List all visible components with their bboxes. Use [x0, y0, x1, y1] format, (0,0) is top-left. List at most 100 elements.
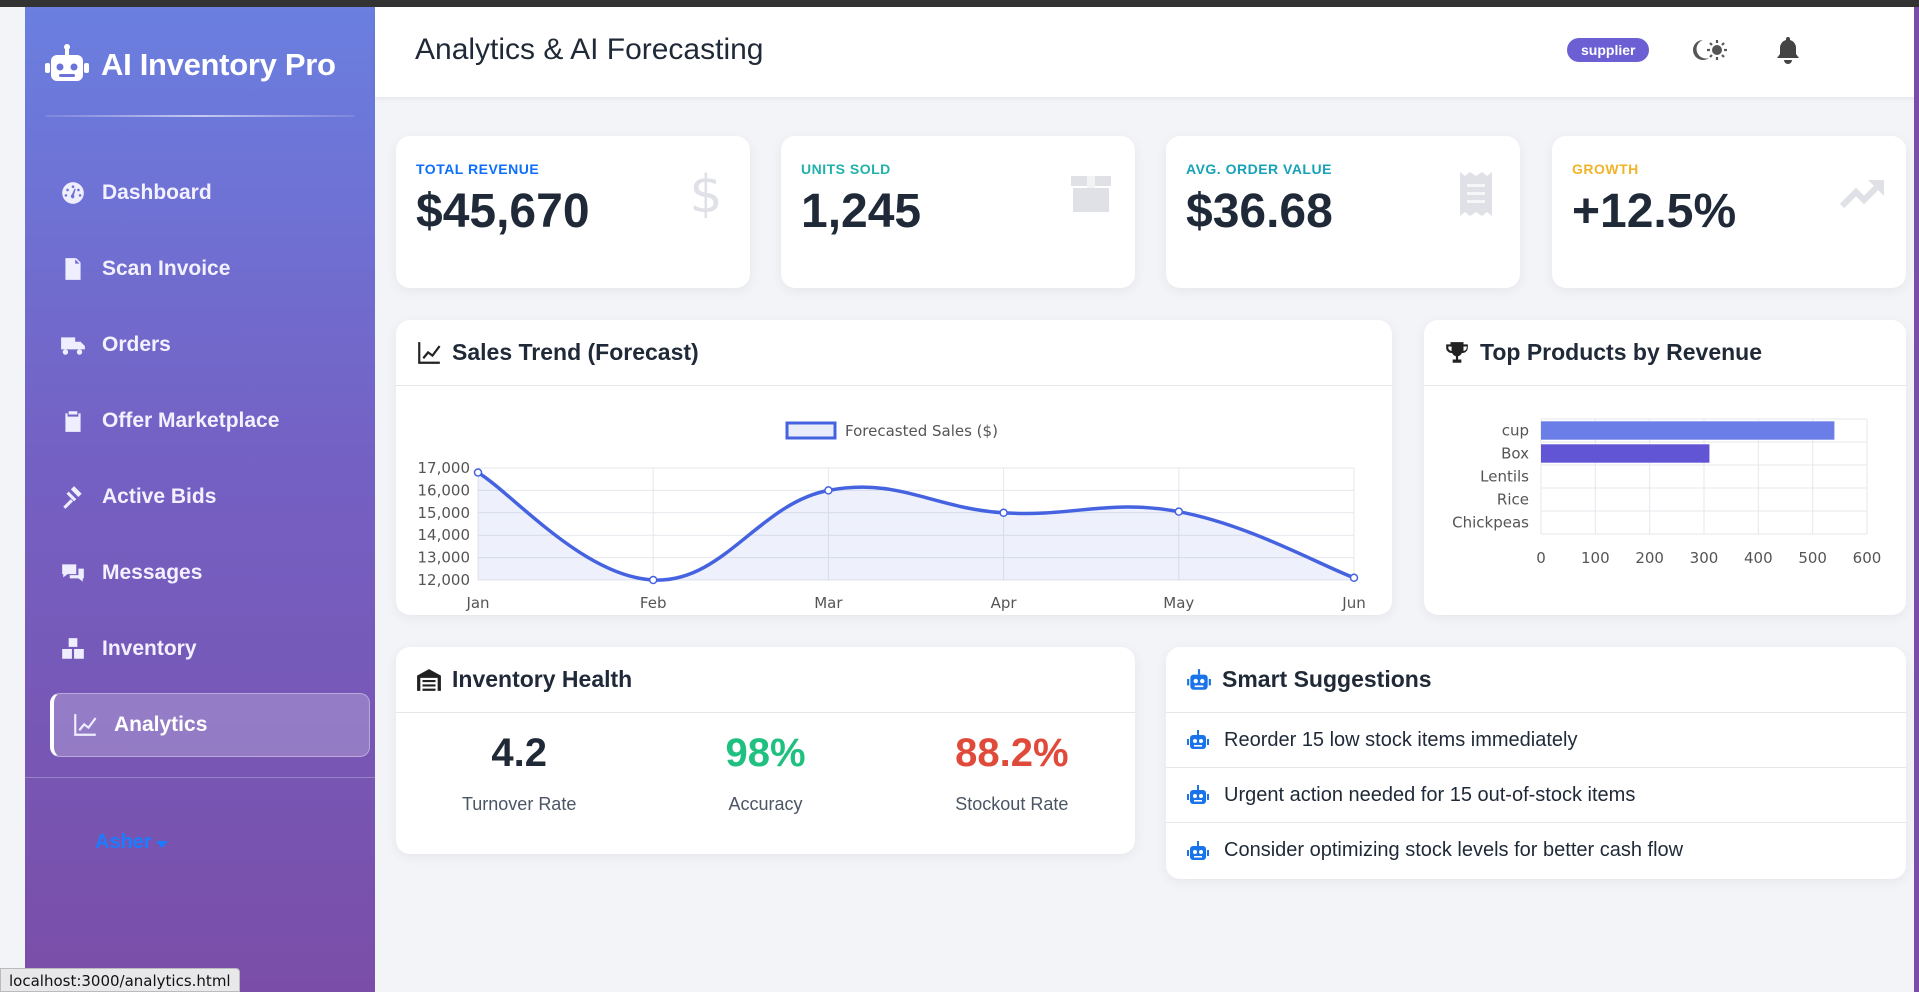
sidebar-item-label: Messages [102, 561, 203, 584]
sidebar-item-active-bids[interactable]: Active Bids [50, 465, 370, 529]
kpi-value: 1,245 [801, 185, 922, 238]
x-tick-label: 500 [1798, 549, 1827, 567]
boxes-icon [62, 638, 84, 659]
sidebar-item-dashboard[interactable]: Dashboard [50, 161, 370, 225]
robot-icon [45, 44, 89, 81]
data-point [824, 486, 833, 495]
y-tick-label: Chickpeas [1452, 514, 1529, 532]
status-bar-url: localhost:3000/analytics.html [0, 968, 240, 992]
x-tick-label: Apr [991, 594, 1018, 612]
kpi-card-units-sold: UNITS SOLD 1,245 [781, 136, 1135, 288]
sidebar: AI Inventory Pro Dashboard Scan Invoice … [25, 7, 375, 992]
health-stat-accuracy: 98% Accuracy [645, 731, 885, 815]
health-stats: 4.2 Turnover Rate 98% Accuracy 88.2% Sto… [396, 713, 1135, 815]
bell-icon[interactable] [1773, 35, 1803, 65]
health-value: 4.2 [491, 731, 547, 775]
kpi-card-avg-order-value: AVG. ORDER VALUE $36.68 [1166, 136, 1520, 288]
gavel-icon [63, 486, 82, 509]
sidebar-item-label: Scan Invoice [102, 257, 231, 280]
kpi-value: $36.68 [1186, 185, 1333, 238]
y-tick-label: 15,000 [418, 504, 471, 522]
truck-icon [61, 337, 85, 355]
top-products-chart: 0 100 200 300 400 500 600 cup Box Lentils Rice Chic… [1452, 418, 1881, 567]
data-point [1174, 507, 1184, 516]
suggestion-text: Consider optimizing stock levels for bet… [1224, 839, 1684, 861]
x-tick-label: 400 [1744, 549, 1773, 567]
x-tick-label: May [1163, 594, 1194, 612]
y-tick-label: 16,000 [418, 481, 471, 499]
y-tick-label: Rice [1497, 491, 1529, 509]
sidebar-item-scan-invoice[interactable]: Scan Invoice [50, 237, 370, 301]
health-value: 98% [725, 731, 806, 775]
kpi-label: GROWTH [1572, 161, 1639, 177]
sidebar-nav: Dashboard Scan Invoice Orders Offer Mark… [50, 161, 370, 769]
user-name: Asher [95, 831, 152, 853]
card-header: Smart Suggestions [1166, 647, 1906, 713]
chart-line-icon [74, 714, 97, 736]
sidebar-item-orders[interactable]: Orders [50, 313, 370, 377]
brand-title: AI Inventory Pro [101, 47, 336, 82]
suggestion-item[interactable]: Consider optimizing stock levels for bet… [1166, 823, 1906, 878]
x-tick-label: Jun [1341, 594, 1365, 612]
dollar-icon: $ [689, 170, 722, 218]
bar [1541, 444, 1710, 463]
top-header: Analytics & AI Forecasting supplier [375, 7, 1919, 97]
card-header: Inventory Health [396, 647, 1135, 713]
sidebar-item-label: Dashboard [102, 181, 212, 204]
kpi-card-growth: GROWTH +12.5% [1552, 136, 1906, 288]
x-tick-label: Mar [814, 594, 843, 612]
receipt-icon [1460, 172, 1492, 216]
brand[interactable]: AI Inventory Pro [45, 43, 336, 87]
sidebar-item-label: Offer Marketplace [102, 409, 280, 432]
caret-down-icon [155, 840, 168, 848]
x-tick-label: 100 [1581, 549, 1610, 567]
data-point [473, 468, 483, 477]
y-tick-label: 17,000 [418, 459, 471, 477]
sales-trend-chart: Forecasted Sales ($) 12,000 13,000 14,000 15… [418, 421, 1366, 612]
window-top-strip [0, 0, 1919, 7]
health-label: Stockout Rate [955, 794, 1069, 814]
health-stat-turnover: 4.2 Turnover Rate [399, 731, 639, 815]
kpi-label: TOTAL REVENUE [416, 161, 540, 177]
warehouse-icon [417, 668, 441, 691]
suggestion-text: Reorder 15 low stock items immediately [1224, 728, 1578, 751]
suggestion-item[interactable]: Reorder 15 low stock items immediately [1166, 713, 1906, 768]
card-header: Sales Trend (Forecast) [396, 320, 1392, 386]
brand-divider [45, 115, 355, 117]
sidebar-item-messages[interactable]: Messages [50, 541, 370, 605]
sidebar-divider [25, 777, 375, 778]
card-title: Smart Suggestions [1222, 666, 1432, 692]
sidebar-item-inventory[interactable]: Inventory [50, 617, 370, 681]
trophy-icon [1446, 341, 1468, 363]
y-tick-label: Box [1501, 445, 1529, 463]
right-edge [1914, 7, 1919, 992]
sales-trend-card: Sales Trend (Forecast) Forecasted Sales … [396, 320, 1392, 615]
left-gutter [0, 7, 25, 992]
invoice-icon [65, 258, 81, 280]
chart-line-icon [418, 341, 441, 364]
y-tick-label: 14,000 [418, 526, 471, 544]
bar [1541, 421, 1835, 440]
kpi-label: UNITS SOLD [801, 161, 891, 177]
box-icon [1071, 176, 1111, 212]
card-title: Inventory Health [452, 666, 633, 692]
sidebar-item-offer-marketplace[interactable]: Offer Marketplace [50, 389, 370, 453]
robot-icon [1187, 668, 1211, 690]
sidebar-item-label: Orders [102, 333, 171, 356]
theme-toggle-icon[interactable] [1691, 37, 1727, 63]
inventory-health-card: Inventory Health 4.2 Turnover Rate 98% A… [396, 647, 1135, 854]
kpi-value: $45,670 [416, 185, 590, 238]
role-badge: supplier [1567, 38, 1650, 62]
suggestion-item[interactable]: Urgent action needed for 15 out-of-stock… [1166, 768, 1906, 823]
x-tick-label: Jan [465, 594, 489, 612]
x-tick-label: 0 [1536, 549, 1546, 567]
series-area [478, 472, 1354, 581]
sidebar-item-analytics[interactable]: Analytics [50, 693, 370, 757]
chat-icon [62, 564, 84, 582]
y-tick-label: Lentils [1480, 468, 1529, 486]
legend-label: Forecasted Sales ($) [845, 422, 998, 440]
health-label: Turnover Rate [461, 794, 577, 814]
robot-icon [1187, 785, 1209, 804]
suggestion-text: Urgent action needed for 15 out-of-stock… [1224, 783, 1636, 806]
user-menu[interactable]: Asher [95, 831, 168, 854]
